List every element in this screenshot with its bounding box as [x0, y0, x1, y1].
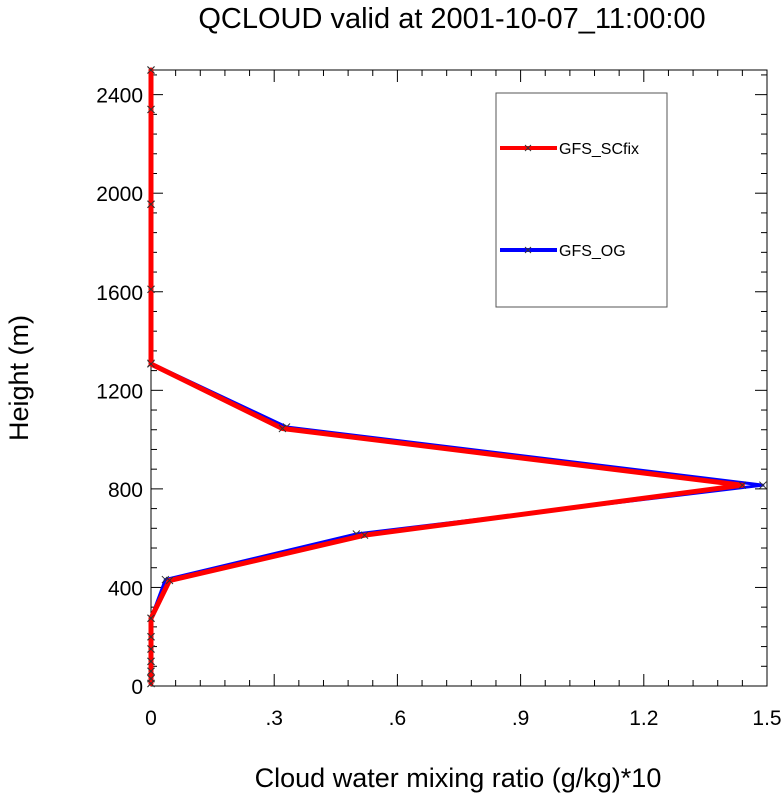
data-point — [147, 645, 155, 653]
marker-stroke — [147, 66, 155, 74]
legend: GFS_SCfix GFS_OG — [495, 92, 668, 308]
x-axis-label: Cloud water mixing ratio (g/kg)*10 — [255, 763, 662, 793]
series-layer — [147, 66, 767, 688]
marker-stroke — [147, 645, 155, 653]
data-point — [147, 105, 155, 114]
data-point — [147, 66, 155, 74]
x-tick-label: 1.5 — [752, 707, 781, 730]
data-point — [360, 531, 369, 540]
series-GFS_OG — [147, 66, 767, 688]
legend-item: GFS_SCfix — [500, 141, 639, 158]
y-tick-label: 400 — [108, 577, 143, 600]
data-point — [165, 576, 174, 585]
legend-box — [495, 92, 668, 308]
marker-stroke — [165, 576, 174, 585]
marker-stroke — [278, 424, 287, 433]
legend-item: GFS_OG — [500, 243, 626, 260]
data-point — [147, 667, 155, 676]
y-tick-label: 2000 — [96, 183, 143, 206]
y-tick-label: 0 — [131, 676, 143, 699]
plot-frame — [150, 69, 768, 687]
data-point — [147, 360, 155, 368]
plot-border — [150, 69, 768, 687]
series-GFS_SCfix — [147, 66, 747, 688]
data-point — [278, 424, 287, 433]
y-tick-label: 1600 — [96, 282, 143, 305]
marker-stroke — [147, 632, 155, 641]
marker-stroke — [738, 481, 747, 490]
marker-stroke — [147, 614, 155, 623]
legend-marker — [524, 246, 532, 254]
data-point — [738, 481, 747, 490]
chart-title: QCLOUD valid at 2001-10-07_11:00:00 — [198, 3, 705, 35]
x-tick-label: 1.2 — [629, 707, 658, 730]
x-tick-label: 0 — [145, 707, 157, 730]
x-tick-label: .9 — [512, 707, 530, 730]
data-point — [759, 481, 767, 490]
y-axis-label: Height (m) — [4, 315, 34, 441]
legend-label: GFS_SCfix — [559, 141, 639, 158]
data-point — [147, 285, 155, 294]
tick-labels: 0 .3 .6 .9 1.2 1.5 0 400 800 1200 1600 2000 2400 — [96, 85, 781, 730]
marker-stroke — [147, 674, 155, 683]
axis-ticks — [150, 70, 768, 687]
x-tick-label: .6 — [389, 707, 407, 730]
y-tick-label: 2400 — [96, 85, 143, 108]
data-point — [147, 614, 155, 623]
legend-label: GFS_OG — [559, 243, 626, 260]
data-point — [147, 200, 155, 209]
marker-stroke — [147, 200, 155, 209]
series-line — [148, 67, 745, 687]
marker-stroke — [147, 667, 155, 676]
data-point — [147, 674, 155, 683]
marker-stroke — [147, 657, 155, 666]
marker-stroke — [147, 360, 155, 368]
marker-stroke — [147, 105, 155, 114]
y-tick-label: 800 — [108, 479, 143, 502]
marker-stroke — [161, 575, 170, 584]
data-point — [147, 657, 155, 666]
marker-stroke — [147, 285, 155, 294]
data-point — [147, 632, 155, 641]
marker-stroke — [759, 481, 767, 490]
legend-marker — [524, 144, 532, 152]
x-tick-label: .3 — [265, 707, 283, 730]
marker-stroke — [360, 531, 369, 540]
series-line — [149, 68, 765, 686]
y-tick-label: 1200 — [96, 380, 143, 403]
